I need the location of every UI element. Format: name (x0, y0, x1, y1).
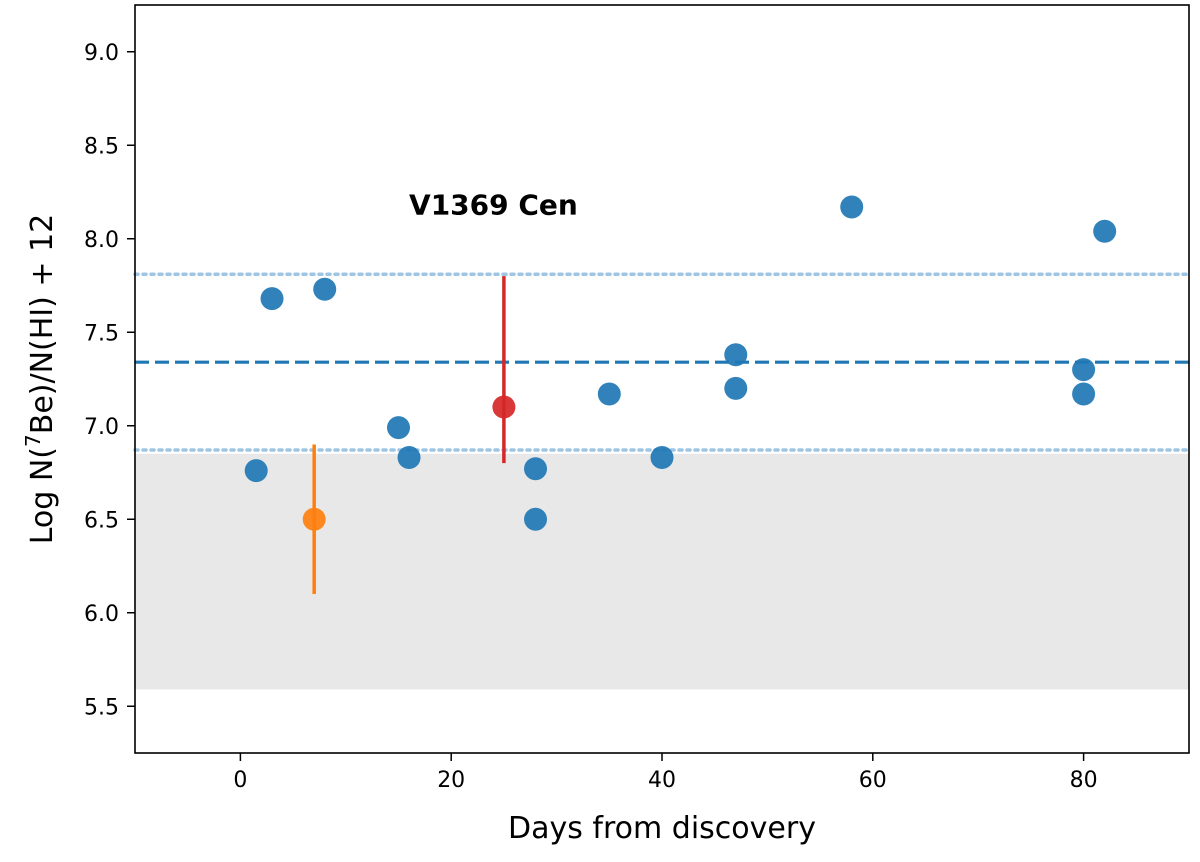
data-point (1072, 358, 1096, 382)
y-tick-label: 5.5 (84, 695, 119, 720)
y-tick-label: 6.0 (84, 602, 119, 627)
x-tick-label: 0 (233, 768, 247, 793)
y-axis-label-prefix: Log N( (25, 447, 60, 544)
x-tick-label: 80 (1070, 768, 1098, 793)
axis-ticks: 0 20 40 60 80 5.5 6.0 6.5 7.0 7.5 8.0 8.5 9.0 (84, 41, 1098, 793)
data-point (840, 195, 864, 219)
chart-annotation: V1369 Cen (409, 188, 578, 221)
x-tick-label: 60 (859, 768, 887, 793)
y-tick-label: 9.0 (84, 41, 119, 66)
data-point (313, 277, 337, 301)
data-point (260, 287, 284, 311)
data-point (724, 376, 748, 400)
y-tick-label: 6.5 (84, 508, 119, 533)
y-tick-label: 7.5 (84, 321, 119, 346)
data-point (1072, 382, 1096, 406)
shaded-region (135, 453, 1189, 690)
y-axis-label: Log N(7Be)/N(HI) + 12 (21, 214, 60, 545)
x-tick-label: 40 (648, 768, 676, 793)
y-tick-label: 7.0 (84, 415, 119, 440)
data-point (724, 343, 748, 367)
data-point (650, 446, 674, 470)
data-point (524, 457, 548, 481)
x-axis-label: Days from discovery (508, 811, 816, 846)
data-point (1093, 219, 1117, 243)
data-point (397, 446, 421, 470)
data-point (597, 382, 621, 406)
data-point (244, 459, 268, 483)
data-point (524, 507, 548, 531)
y-axis-label-suffix: Be)/N(HI) + 12 (25, 214, 60, 435)
y-axis-label-superscript: 7 (21, 434, 45, 447)
red-point (492, 395, 516, 419)
plot-area (133, 195, 1191, 690)
y-tick-label: 8.0 (84, 228, 119, 253)
data-point (387, 416, 410, 440)
x-tick-label: 20 (437, 768, 465, 793)
orange-point (302, 507, 326, 531)
y-tick-label: 8.5 (84, 134, 119, 159)
